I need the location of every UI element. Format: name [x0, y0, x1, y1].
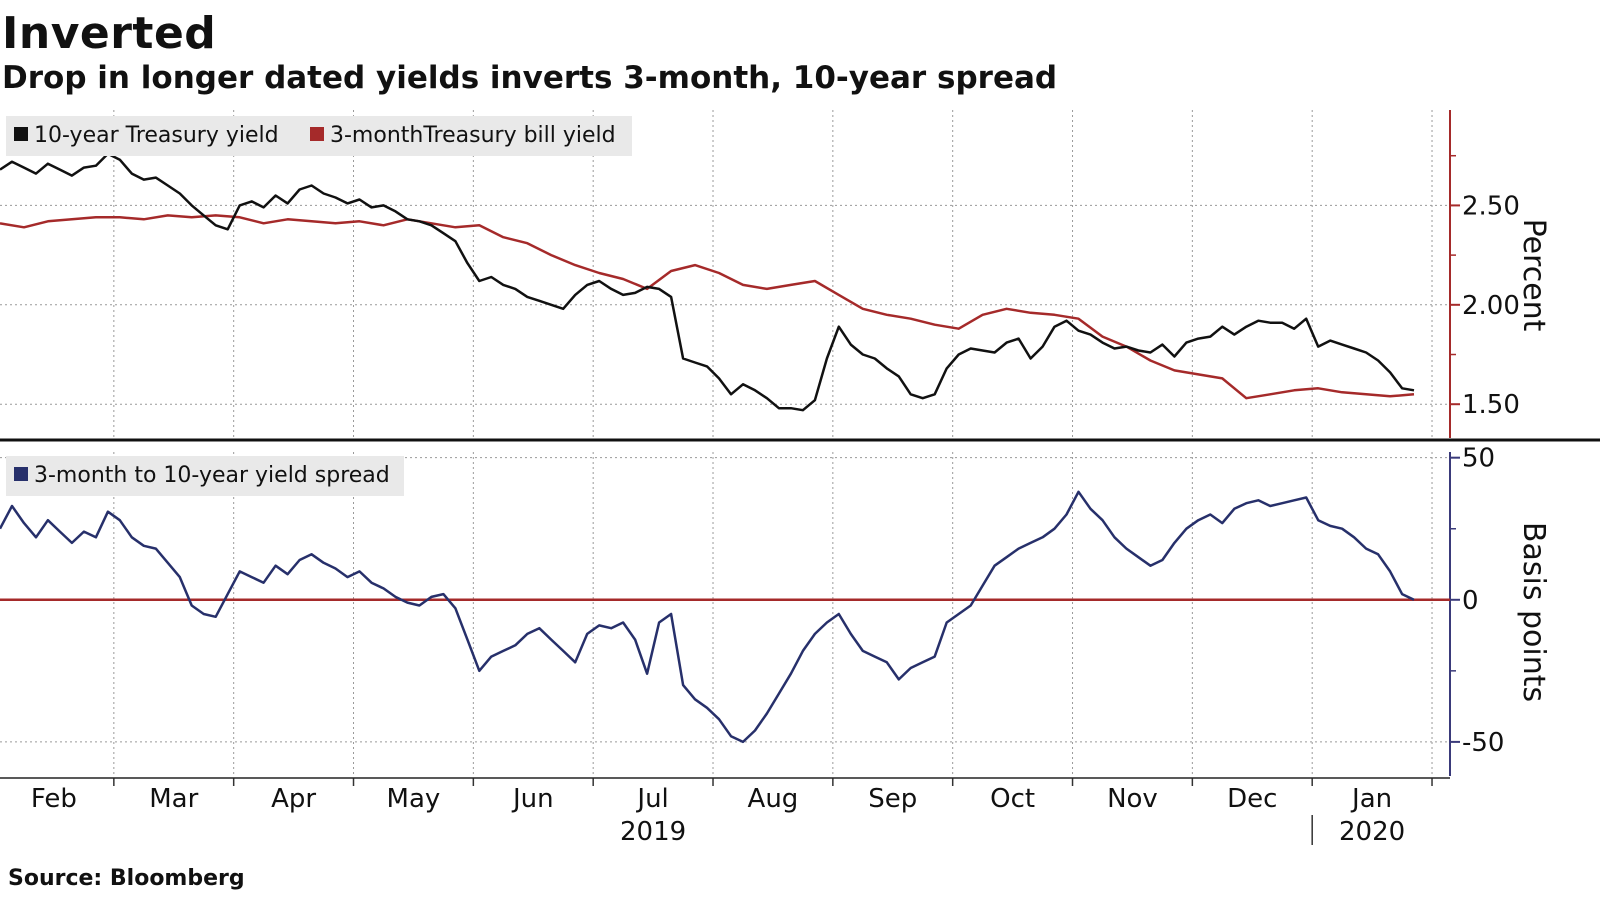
series-line-3month-yield — [0, 214, 1415, 400]
y-axis-title-top: Percent — [1516, 219, 1551, 332]
x-tick-label-feb: Feb — [31, 784, 77, 814]
x-tick-label-jun: Jun — [511, 784, 554, 814]
source-note: Source: Bloomberg — [8, 866, 245, 891]
legend-label-spread: 3-month to 10-year yield spread — [34, 463, 390, 488]
x-tick-label-sep: Sep — [868, 784, 917, 814]
x-tick-label-mar: Mar — [149, 784, 198, 814]
x-tick-label-jul: Jul — [635, 784, 668, 814]
x-year-label-2020: 2020 — [1339, 817, 1405, 847]
x-tick-label-jan: Jan — [1350, 784, 1392, 814]
y-axis-title-bottom: Basis points — [1516, 522, 1551, 702]
x-tick-label-may: May — [387, 784, 441, 814]
legend-swatch-3month — [310, 127, 324, 141]
y-tick-label-bottom: 0 — [1462, 586, 1479, 616]
x-tick-label-nov: Nov — [1107, 784, 1158, 814]
legend-swatch-10year — [14, 127, 28, 141]
y-tick-label-bottom: -50 — [1462, 728, 1504, 758]
y-tick-label-top: 1.50 — [1462, 390, 1520, 420]
series-line-yield-spread — [0, 490, 1415, 744]
chart-subtitle: Drop in longer dated yields inverts 3-mo… — [2, 60, 1058, 96]
legend-swatch-spread — [14, 467, 28, 481]
x-tick-label-oct: Oct — [990, 784, 1035, 814]
chart-title: Inverted — [2, 8, 217, 59]
y-tick-label-bottom: 50 — [1462, 444, 1495, 474]
y-tick-label-top: 2.00 — [1462, 291, 1520, 321]
x-tick-label-dec: Dec — [1227, 784, 1277, 814]
y-tick-label-top: 2.50 — [1462, 191, 1520, 221]
x-tick-label-apr: Apr — [271, 784, 316, 814]
legend-label-3month: 3-monthTreasury bill yield — [330, 123, 616, 148]
legend-bottom — [6, 456, 404, 496]
x-year-label-2019: 2019 — [620, 817, 686, 847]
legend-label-10year: 10-year Treasury yield — [34, 123, 279, 148]
series-line-10year-yield — [0, 152, 1415, 412]
x-tick-label-aug: Aug — [748, 784, 799, 814]
